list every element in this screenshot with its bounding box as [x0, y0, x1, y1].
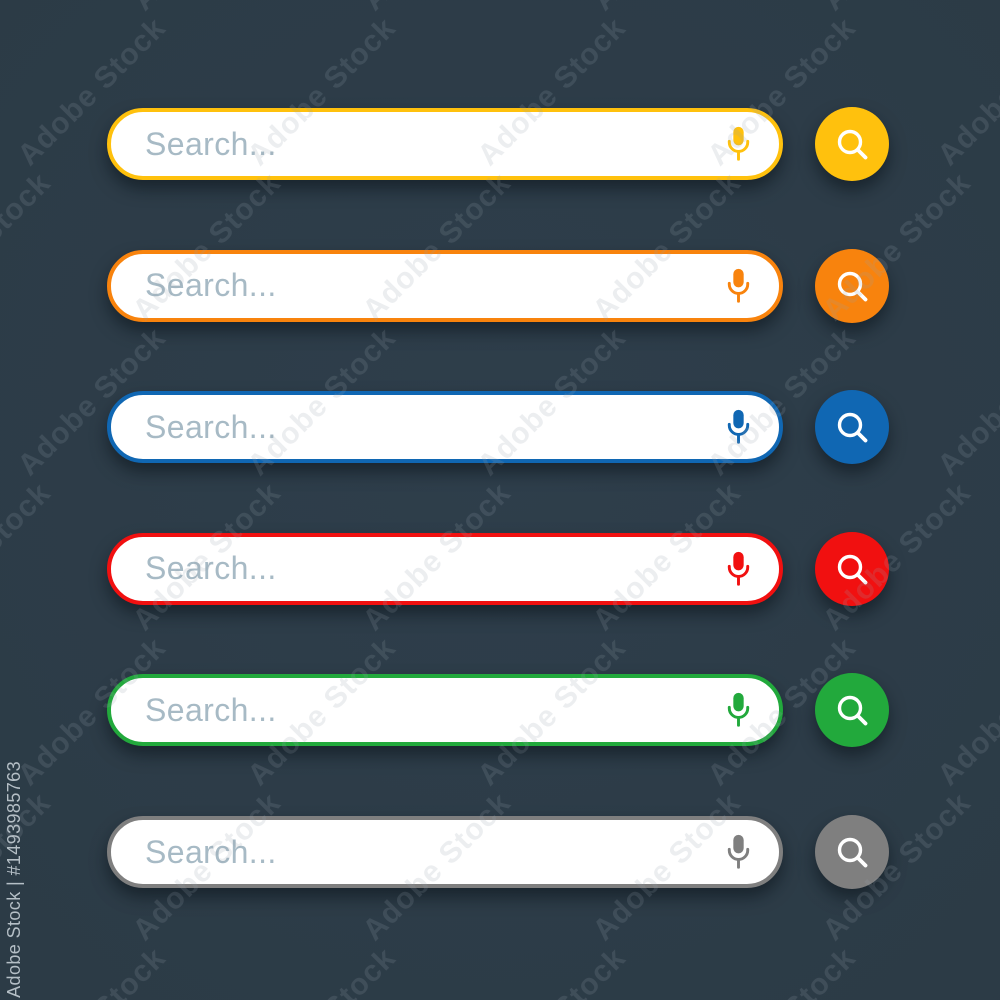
search-button[interactable] [815, 531, 889, 606]
search-bar-row: Search... [107, 247, 889, 325]
search-placeholder: Search... [145, 408, 277, 445]
search-placeholder: Search... [145, 550, 277, 587]
search-input[interactable]: Search... [107, 391, 783, 464]
magnifier-icon [833, 125, 871, 163]
search-bar-row: Search... [107, 388, 889, 466]
microphone-icon[interactable] [725, 268, 752, 304]
search-bar-row: Search... [107, 813, 889, 891]
microphone-icon[interactable] [725, 551, 752, 587]
search-bar-row: Search... [107, 530, 889, 608]
search-button[interactable] [815, 673, 889, 748]
search-button[interactable] [815, 107, 889, 181]
search-input[interactable]: Search... [107, 108, 783, 180]
microphone-icon[interactable] [725, 126, 752, 162]
search-button[interactable] [815, 248, 889, 323]
magnifier-icon [833, 691, 871, 729]
microphone-icon[interactable] [725, 834, 752, 870]
magnifier-icon [833, 267, 871, 305]
magnifier-icon [833, 550, 871, 588]
magnifier-icon [833, 408, 871, 446]
search-bar-row: Search... [107, 671, 889, 749]
microphone-icon[interactable] [725, 409, 752, 445]
search-button[interactable] [815, 390, 889, 465]
search-input[interactable]: Search... [107, 674, 783, 747]
magnifier-icon [833, 833, 871, 871]
search-placeholder: Search... [145, 267, 277, 304]
microphone-icon[interactable] [725, 692, 752, 728]
search-placeholder: Search... [145, 691, 277, 728]
search-bar-row: Search... [107, 105, 889, 183]
search-placeholder: Search... [145, 125, 277, 162]
search-input[interactable]: Search... [107, 249, 783, 322]
search-button[interactable] [815, 815, 889, 889]
search-input[interactable]: Search... [107, 816, 783, 888]
search-input[interactable]: Search... [107, 532, 783, 605]
search-placeholder: Search... [145, 833, 277, 870]
